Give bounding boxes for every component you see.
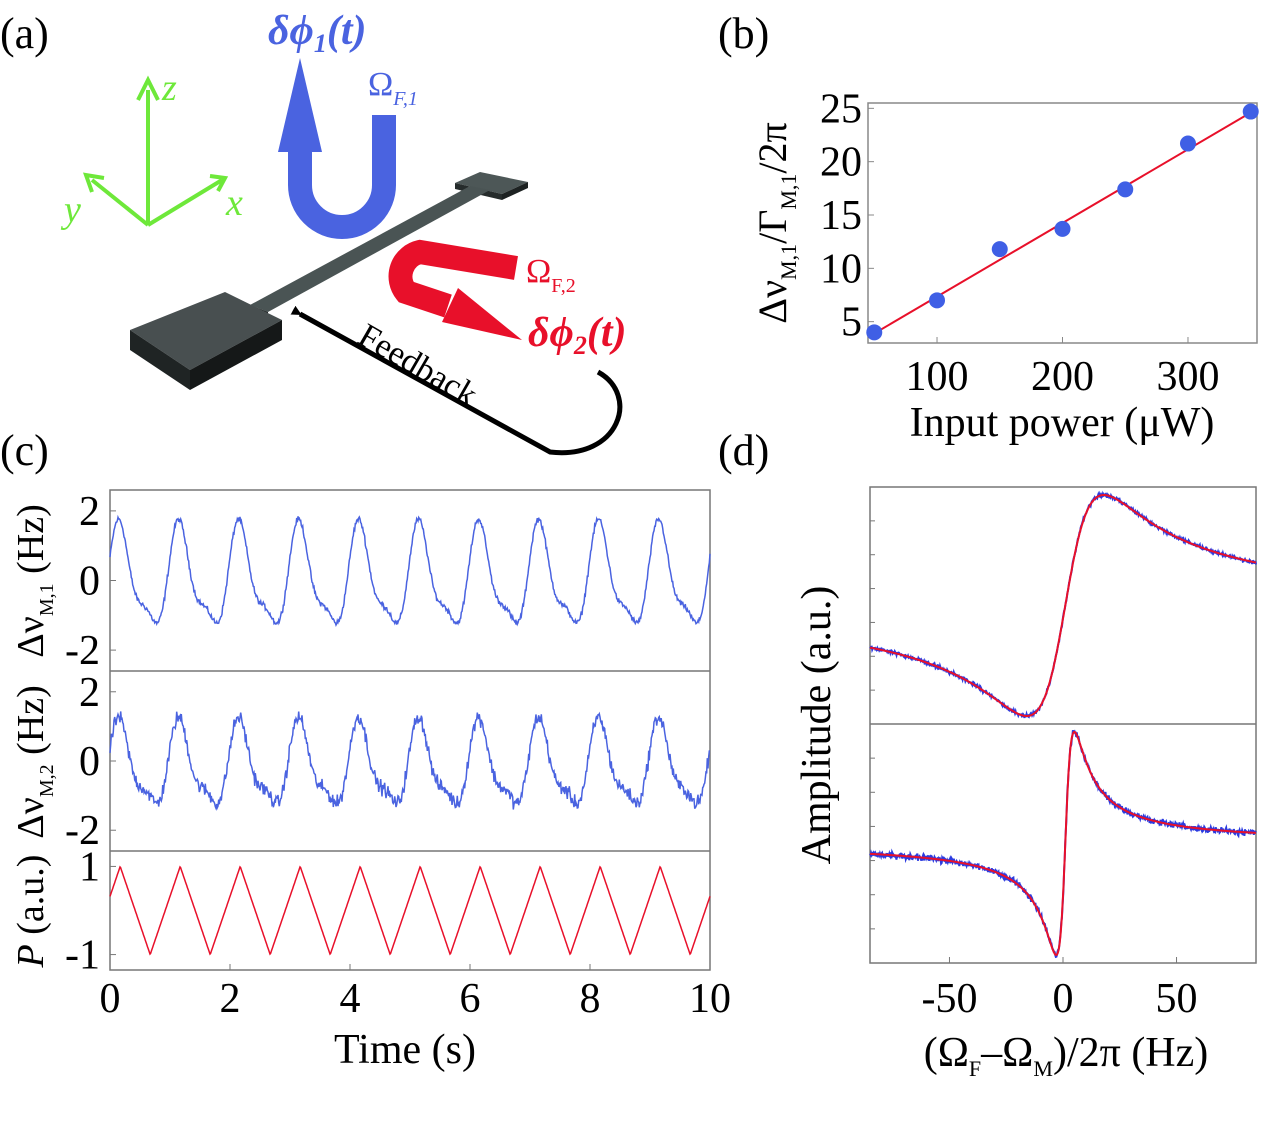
omega-f2-label: ΩF,2 bbox=[526, 253, 576, 297]
b-data-point bbox=[1054, 220, 1071, 237]
feedback-arrow bbox=[290, 305, 623, 456]
c-ytick-label: -2 bbox=[65, 808, 100, 854]
c-trace-P bbox=[109, 865, 711, 956]
c-ytick-label: 1 bbox=[79, 844, 100, 890]
chart-d-ylabel: Amplitude (a.u.) bbox=[794, 586, 840, 865]
chart-c-frame bbox=[109, 489, 711, 971]
d-data-trace-upper bbox=[869, 490, 1257, 719]
b-ytick-label: 15 bbox=[820, 193, 862, 239]
panel-label-d: (d) bbox=[718, 426, 769, 475]
c-ytick-label: -1 bbox=[65, 933, 100, 979]
b-ytick-label: 10 bbox=[820, 246, 862, 292]
d-xtick-label: 0 bbox=[1053, 976, 1074, 1022]
chart-c-ylabel-3: P (a.u.) bbox=[10, 855, 52, 969]
schematic: z y x δϕ1(t) ΩF,1 ΩF,2 δϕ2(t) bbox=[60, 8, 626, 456]
panel-label-c: (c) bbox=[0, 426, 49, 475]
chart-b: 100 200 300 5 10 15 20 25 Input power (μW) ΔνM,… bbox=[750, 86, 1259, 446]
c-trace-dnu_M1 bbox=[109, 514, 711, 627]
dphi1-label: δϕ1(t) bbox=[268, 8, 366, 58]
beam-device bbox=[130, 172, 528, 390]
c-ytick-label: 0 bbox=[79, 559, 100, 605]
b-data-point bbox=[1179, 135, 1196, 152]
chart-b-xlabel: Input power (μW) bbox=[910, 400, 1215, 446]
chart-d-xlabel: (ΩF–ΩM)/2π (Hz) bbox=[924, 1030, 1209, 1081]
d-xtick-label: -50 bbox=[921, 976, 977, 1022]
omega-f1-label: ΩF,1 bbox=[368, 66, 418, 110]
c-ytick-label: -2 bbox=[65, 628, 100, 674]
c-ytick-label: 0 bbox=[79, 739, 100, 785]
b-data-point bbox=[929, 292, 946, 309]
panel-label-a: (a) bbox=[0, 9, 49, 58]
c-xtick-label: 0 bbox=[100, 976, 121, 1022]
feedback-label: Feedback bbox=[352, 317, 483, 414]
coordinate-axes bbox=[82, 75, 229, 227]
c-xtick-label: 10 bbox=[689, 976, 731, 1022]
d-xtick-label: 50 bbox=[1156, 976, 1198, 1022]
c-xtick-label: 8 bbox=[580, 976, 601, 1022]
axis-label-z: z bbox=[161, 67, 177, 109]
chart-c-ylabel-1: ΔνM,1 (Hz) bbox=[10, 504, 58, 658]
b-data-point bbox=[991, 241, 1008, 258]
b-ytick-label: 25 bbox=[820, 86, 862, 132]
d-fit-trace-upper bbox=[869, 494, 1257, 717]
d-fit-trace-lower bbox=[869, 731, 1256, 957]
chart-d: -50 0 50 (ΩF–ΩM)/2π (Hz) Amplitude (a.u.) bbox=[794, 486, 1257, 1081]
c-xtick-label: 2 bbox=[220, 976, 241, 1022]
b-xtick-label: 100 bbox=[906, 354, 969, 400]
b-data-point bbox=[1242, 103, 1259, 120]
b-ytick-label: 5 bbox=[841, 300, 862, 346]
b-xtick-label: 300 bbox=[1156, 354, 1219, 400]
b-ytick-label: 20 bbox=[820, 140, 862, 186]
chart-c-ylabel-2: ΔνM,2 (Hz) bbox=[10, 685, 58, 839]
mode-1-arrow bbox=[278, 58, 396, 239]
c-trace-dnu_M2 bbox=[109, 711, 711, 812]
chart-b-ylabel: ΔνM,1/ΓM,1/2π bbox=[750, 122, 801, 324]
axis-label-x: x bbox=[225, 182, 243, 224]
c-ytick-label: 2 bbox=[79, 670, 100, 716]
mode-2-arrow bbox=[388, 239, 522, 340]
dphi2-label: δϕ2(t) bbox=[528, 310, 626, 360]
b-data-point bbox=[1117, 181, 1134, 198]
b-xtick-label: 200 bbox=[1031, 354, 1094, 400]
axis-label-y: y bbox=[60, 189, 81, 231]
c-ytick-label: 2 bbox=[79, 489, 100, 535]
c-xtick-label: 4 bbox=[340, 976, 361, 1022]
panel-label-b: (b) bbox=[718, 9, 769, 58]
b-data-point bbox=[866, 324, 883, 341]
chart-c-xlabel: Time (s) bbox=[334, 1027, 476, 1073]
c-xtick-label: 6 bbox=[460, 976, 481, 1022]
d-data-trace-lower bbox=[869, 729, 1257, 959]
